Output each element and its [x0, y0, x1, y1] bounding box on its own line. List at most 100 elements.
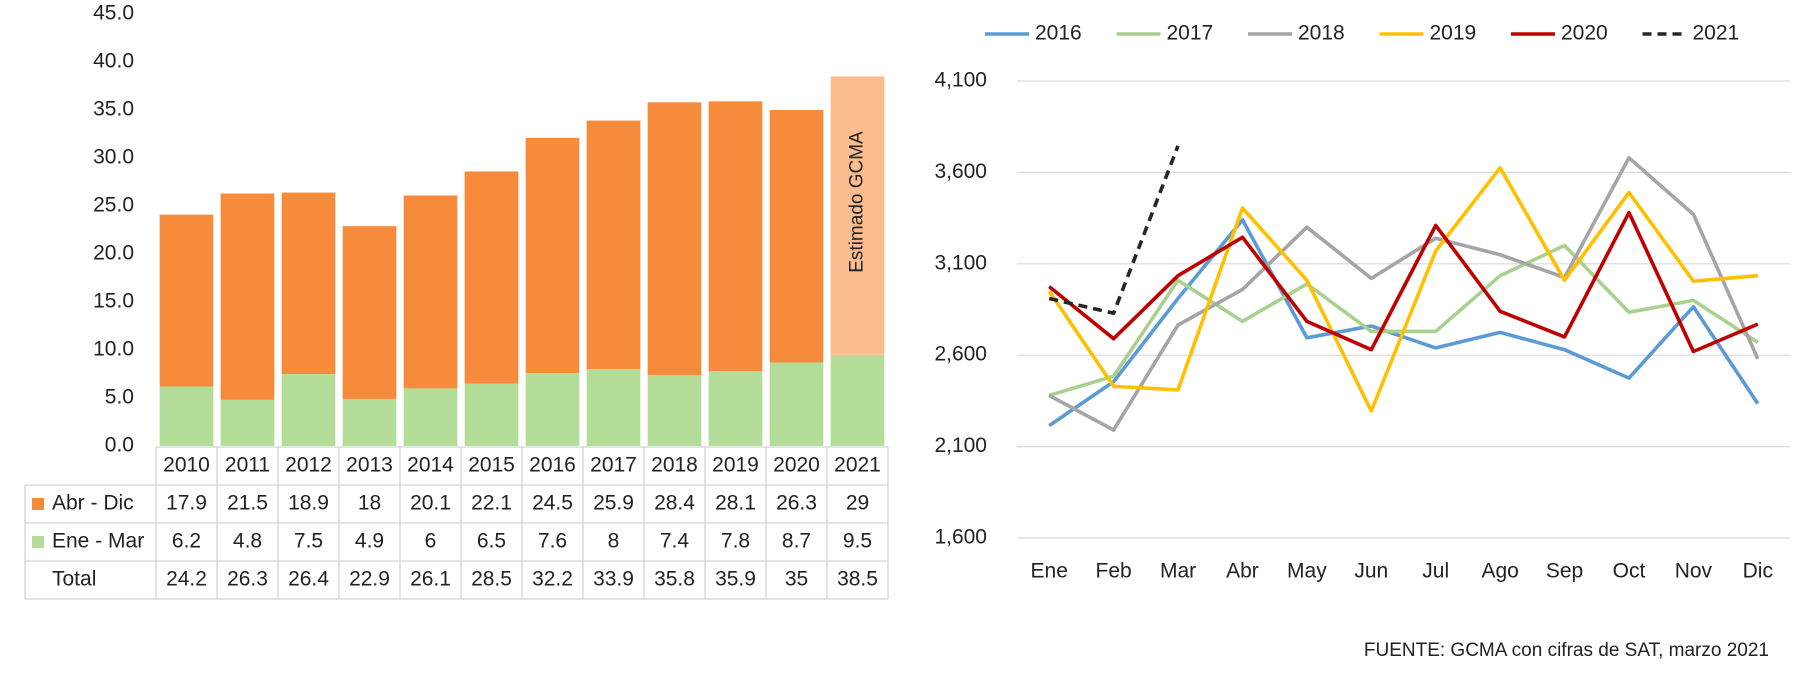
bar-segment — [159, 214, 214, 387]
x-tick-label: 2015 — [468, 454, 515, 477]
table-cell: 28.1 — [715, 492, 756, 515]
x-tick-label: 2019 — [712, 454, 759, 477]
bar-segment — [830, 76, 885, 355]
table-cell: 6 — [425, 530, 437, 553]
table-cell: 28.5 — [471, 568, 512, 591]
y-tick-label: 0.0 — [105, 434, 134, 457]
table-row-label: Abr - Dic — [52, 492, 134, 515]
legend-label: 2019 — [1430, 22, 1477, 45]
x-tick-label: Ago — [1481, 560, 1518, 583]
table-cell: 18 — [358, 492, 381, 515]
x-tick-label: Sep — [1546, 560, 1583, 583]
table-cell: 7.4 — [660, 530, 690, 553]
table-row-label: Total — [52, 568, 96, 591]
y-tick-label: 40.0 — [93, 50, 134, 73]
legend-label: 2017 — [1167, 22, 1214, 45]
bar-segment — [586, 369, 641, 446]
bar-segment — [220, 193, 275, 400]
y-tick-label: 10.0 — [93, 338, 134, 361]
table-cell: 4.9 — [355, 530, 384, 553]
bar-segment — [708, 371, 763, 446]
table-cell: 38.5 — [837, 568, 878, 591]
table-cell: 7.5 — [294, 530, 323, 553]
table-cell: 28.4 — [654, 492, 695, 515]
table-cell: 25.9 — [593, 492, 634, 515]
x-tick-label: Mar — [1160, 560, 1196, 583]
legend-label: 2016 — [1035, 22, 1082, 45]
x-tick-label: Feb — [1096, 560, 1132, 583]
x-tick-label: Nov — [1675, 560, 1713, 583]
x-tick-label: Jun — [1354, 560, 1388, 583]
bar-segment — [220, 399, 275, 446]
x-tick-label: 2018 — [651, 454, 698, 477]
bar-segment — [769, 362, 824, 446]
table-cell: 18.9 — [288, 492, 329, 515]
source-note: FUENTE: GCMA con cifras de SAT, marzo 20… — [1364, 640, 1769, 661]
x-tick-label: Abr — [1226, 560, 1259, 583]
x-tick-label: 2013 — [346, 454, 393, 477]
table-cell: 35.9 — [715, 568, 756, 591]
y-tick-label: 2,600 — [934, 343, 987, 366]
table-cell: 33.9 — [593, 568, 634, 591]
x-tick-label: Oct — [1613, 560, 1646, 583]
x-tick-label: Dic — [1743, 560, 1773, 583]
bar-segment — [525, 373, 580, 446]
table-cell: 7.6 — [538, 530, 567, 553]
bar-segment — [830, 354, 885, 446]
x-tick-label: 2010 — [163, 454, 210, 477]
y-tick-label: 3,100 — [934, 251, 987, 274]
legend-swatch — [32, 498, 44, 510]
bar-segment — [708, 101, 763, 372]
table-cell: 4.8 — [233, 530, 262, 553]
bar-segment — [525, 137, 580, 374]
x-tick-label: 2011 — [225, 454, 270, 477]
x-tick-label: 2016 — [529, 454, 576, 477]
table-cell: 26.3 — [776, 492, 817, 515]
table-cell: 32.2 — [532, 568, 573, 591]
bar-segment — [586, 120, 641, 370]
y-tick-label: 45.0 — [93, 2, 134, 25]
table-row-label: Ene - Mar — [52, 530, 144, 553]
table-cell: 35 — [785, 568, 808, 591]
x-tick-label: 2012 — [285, 454, 332, 477]
table-cell: 20.1 — [410, 492, 451, 515]
table-cell: 17.9 — [166, 492, 207, 515]
series-line — [1047, 166, 1758, 413]
x-tick-label: Ene — [1031, 560, 1068, 583]
bar-segment — [769, 110, 824, 363]
bar-segment — [281, 192, 336, 374]
y-tick-label: 25.0 — [93, 194, 134, 217]
x-tick-label: Jul — [1422, 560, 1449, 583]
bar-segment — [281, 374, 336, 446]
table-cell: 22.1 — [471, 492, 512, 515]
table-cell: 21.5 — [227, 492, 268, 515]
table-cell: 26.1 — [410, 568, 451, 591]
series-line — [1048, 210, 1759, 354]
legend-label: 2020 — [1561, 22, 1608, 45]
series-line — [1048, 243, 1759, 398]
table-cell: 26.4 — [288, 568, 329, 591]
y-tick-label: 20.0 — [93, 242, 134, 265]
legend-label: 2021 — [1693, 22, 1740, 45]
y-tick-label: 2,100 — [934, 434, 987, 457]
table-cell: 8 — [608, 530, 620, 553]
x-tick-label: 2020 — [773, 454, 820, 477]
x-tick-label: May — [1287, 560, 1327, 583]
table-cell: 22.9 — [349, 568, 390, 591]
y-tick-label: 15.0 — [93, 290, 134, 313]
y-tick-label: 30.0 — [93, 146, 134, 169]
bar-segment — [647, 374, 702, 446]
y-tick-label: 1,600 — [934, 526, 987, 549]
series-line — [1048, 218, 1760, 428]
series-line — [1048, 156, 1760, 432]
y-tick-label: 5.0 — [105, 386, 134, 409]
bar-segment — [403, 388, 458, 446]
table-cell: 8.7 — [782, 530, 811, 553]
y-tick-label: 4,100 — [934, 69, 987, 92]
table-cell: 24.2 — [166, 568, 207, 591]
bar-segment — [342, 226, 397, 399]
y-tick-label: 35.0 — [93, 98, 134, 121]
table-cell: 26.3 — [227, 568, 268, 591]
table-cell: 9.5 — [843, 530, 872, 553]
